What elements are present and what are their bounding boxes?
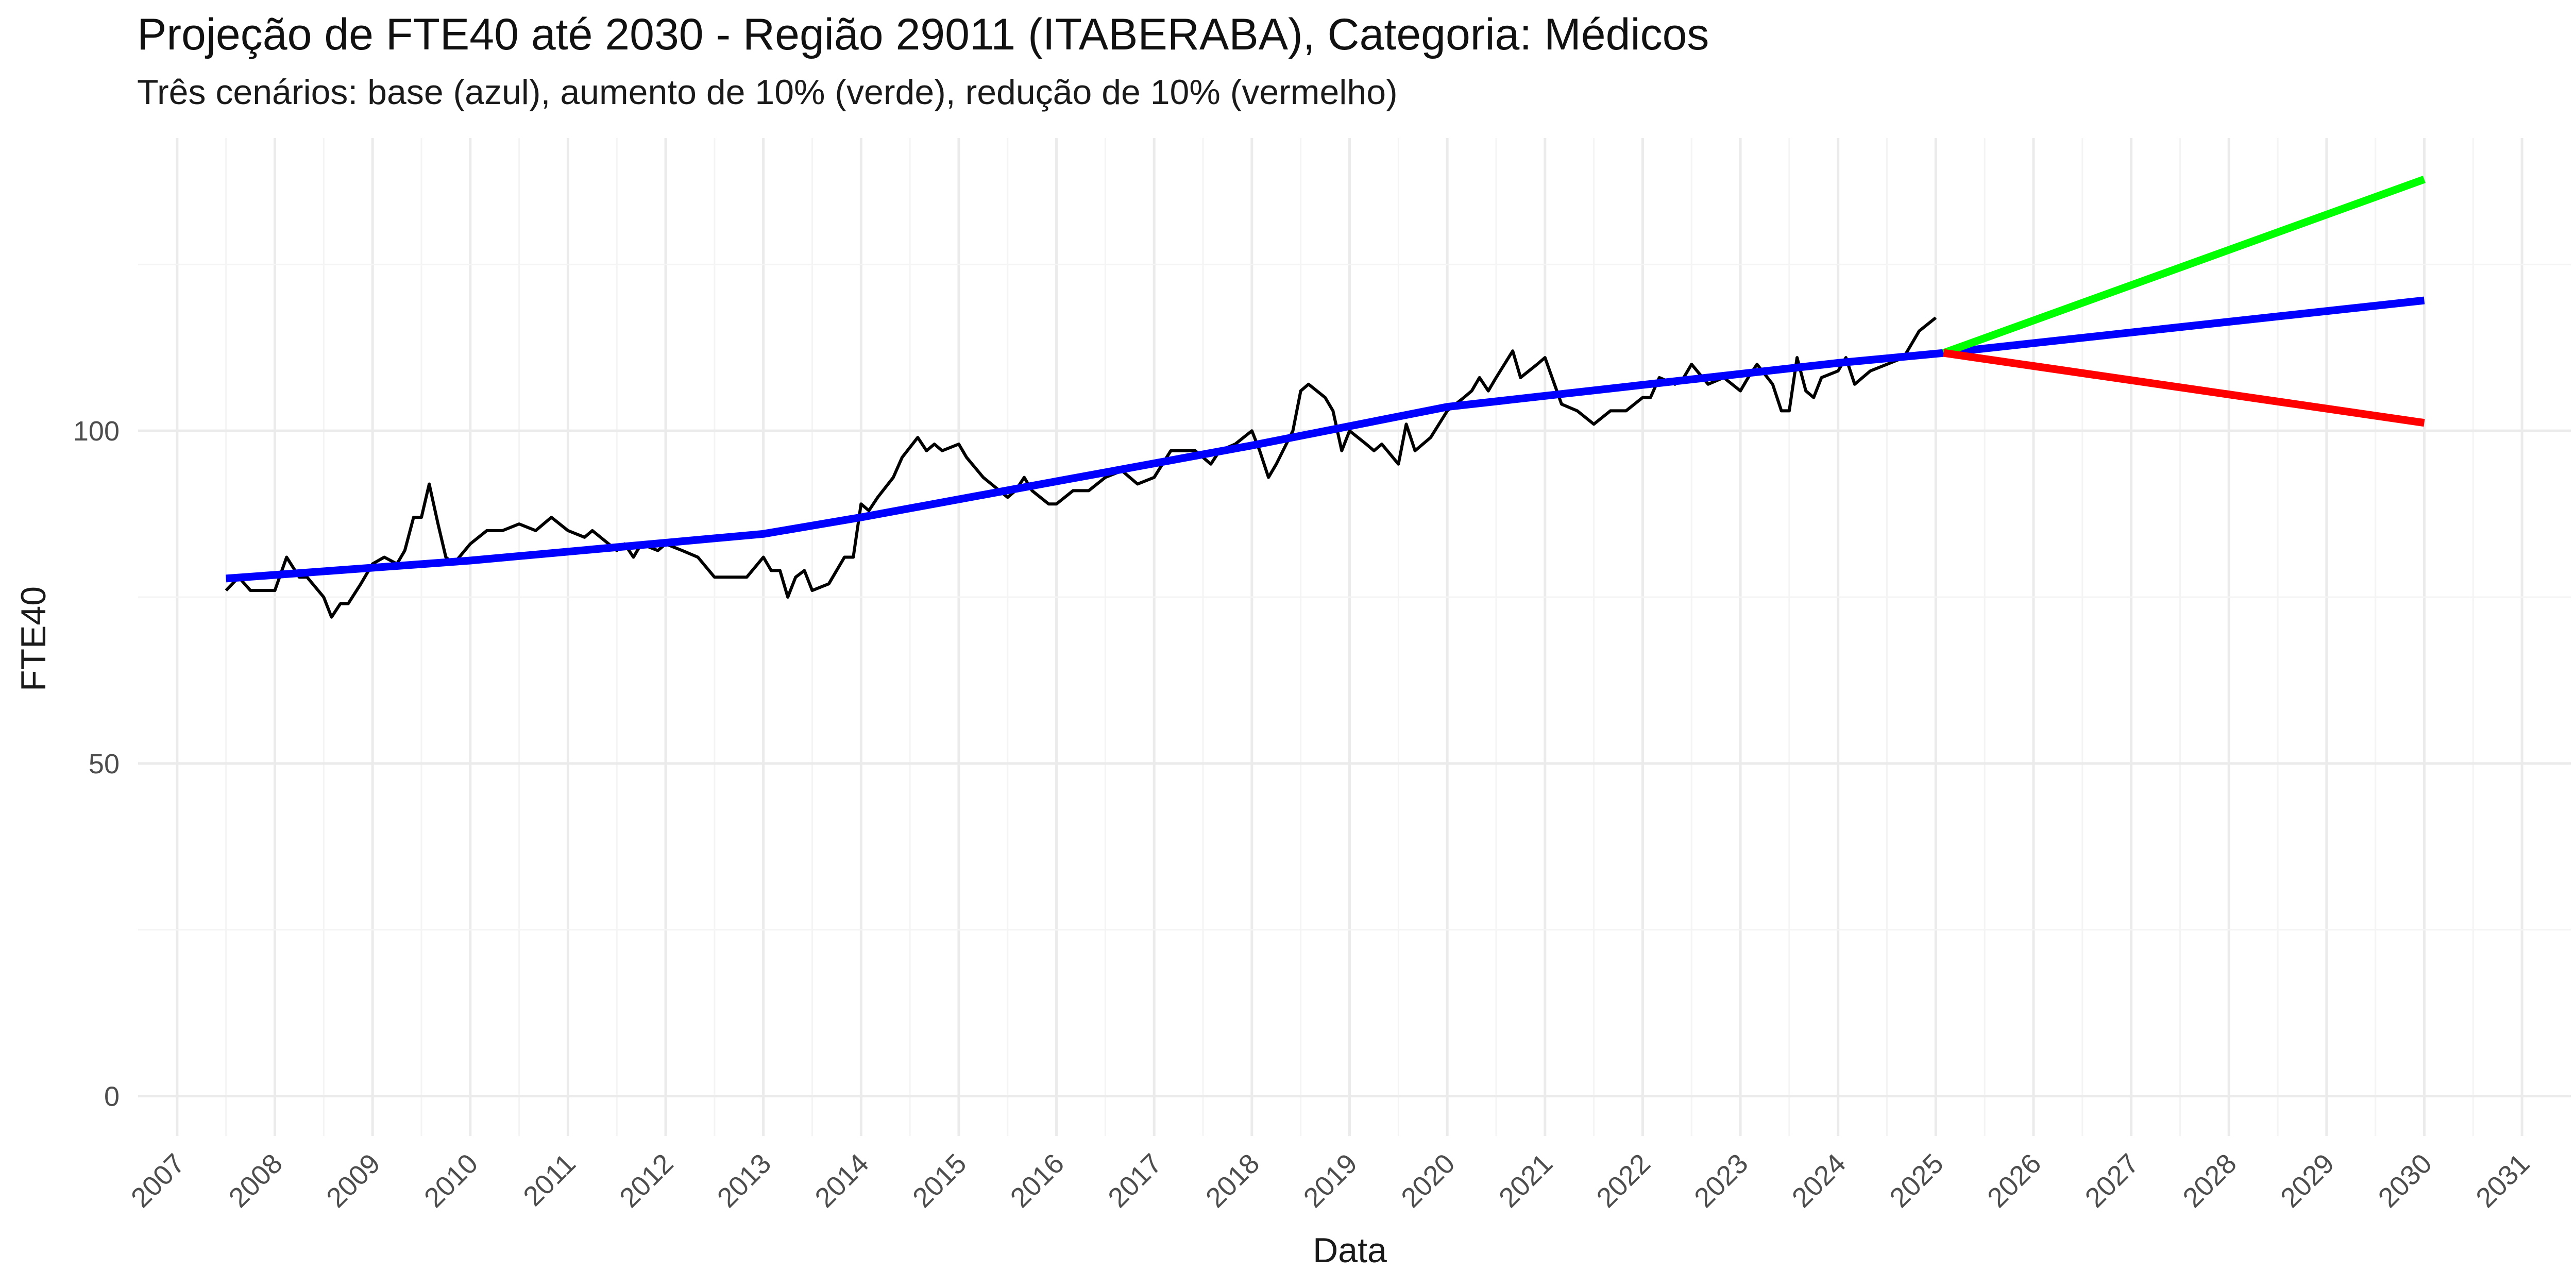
series-line-3 bbox=[1943, 349, 2425, 427]
y-tick-label: 100 bbox=[73, 416, 120, 447]
x-tick-label: 2014 bbox=[809, 1148, 874, 1213]
x-tick-label: 2031 bbox=[2470, 1148, 2535, 1213]
x-tick-label: 2028 bbox=[2177, 1148, 2242, 1213]
x-tick-label: 2018 bbox=[1200, 1148, 1265, 1213]
y-axis-ticks: 0 50 100 bbox=[73, 416, 120, 1112]
x-tick-label: 2030 bbox=[2372, 1148, 2438, 1213]
x-tick-label: 2027 bbox=[2079, 1148, 2145, 1213]
x-axis-label: Data bbox=[1313, 1231, 1387, 1270]
series-line-1 bbox=[226, 296, 2425, 583]
x-axis-ticks: 2007 2008 2009 2010 2011 2012 2013 2014 2015 2016… bbox=[125, 1148, 2536, 1213]
series-lines bbox=[225, 176, 2426, 619]
series-line-0 bbox=[225, 316, 1937, 619]
x-tick-label: 2009 bbox=[320, 1148, 386, 1213]
x-tick-label: 2025 bbox=[1884, 1148, 1949, 1213]
x-tick-label: 2011 bbox=[517, 1148, 582, 1212]
x-tick-label: 2013 bbox=[711, 1148, 777, 1213]
x-tick-label: 2022 bbox=[1591, 1148, 1656, 1213]
x-tick-label: 2015 bbox=[907, 1148, 972, 1213]
x-tick-label: 2008 bbox=[223, 1148, 289, 1213]
x-tick-label: 2021 bbox=[1493, 1148, 1558, 1213]
x-tick-label: 2023 bbox=[1688, 1148, 1754, 1213]
x-tick-label: 2029 bbox=[2275, 1148, 2340, 1213]
y-tick-label: 50 bbox=[89, 749, 120, 779]
x-tick-label: 2024 bbox=[1786, 1148, 1852, 1213]
x-tick-label: 2020 bbox=[1395, 1148, 1461, 1213]
grid-lines bbox=[138, 138, 2571, 1136]
x-tick-label: 2019 bbox=[1298, 1148, 1363, 1213]
x-tick-label: 2016 bbox=[1005, 1148, 1070, 1213]
chart-subtitle: Três cenários: base (azul), aumento de 1… bbox=[137, 73, 1398, 112]
chart-title: Projeção de FTE40 até 2030 - Região 2901… bbox=[137, 10, 1709, 59]
y-tick-label: 0 bbox=[104, 1081, 120, 1112]
x-tick-label: 2010 bbox=[418, 1148, 484, 1213]
x-tick-label: 2007 bbox=[125, 1148, 191, 1213]
x-tick-label: 2026 bbox=[1981, 1148, 2047, 1213]
x-tick-label: 2017 bbox=[1102, 1148, 1167, 1213]
x-tick-label: 2012 bbox=[614, 1148, 679, 1213]
series-line-2 bbox=[1942, 176, 2426, 357]
y-axis-label: FTE40 bbox=[14, 586, 53, 691]
